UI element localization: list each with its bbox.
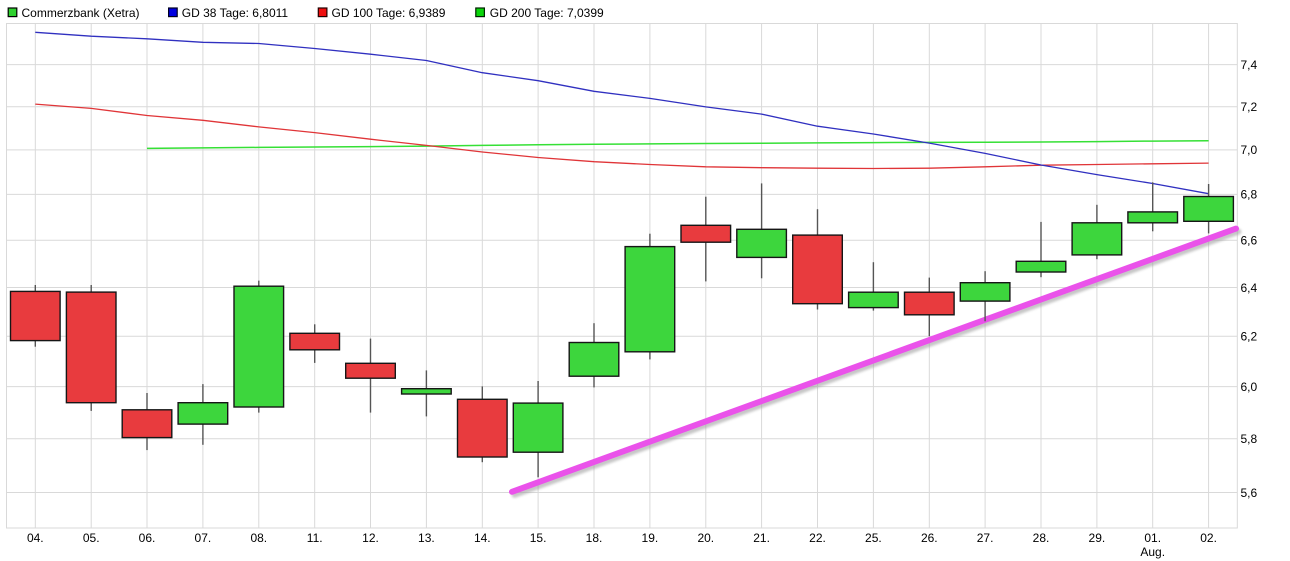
svg-text:6,8: 6,8 <box>1241 188 1258 202</box>
svg-text:5,8: 5,8 <box>1241 432 1258 446</box>
svg-text:27.: 27. <box>977 531 994 545</box>
svg-text:28.: 28. <box>1033 531 1050 545</box>
svg-text:6,0: 6,0 <box>1241 380 1258 394</box>
svg-text:6,2: 6,2 <box>1241 330 1258 344</box>
svg-text:7,2: 7,2 <box>1241 100 1258 114</box>
svg-text:20.: 20. <box>697 531 714 545</box>
svg-text:15.: 15. <box>530 531 547 545</box>
svg-text:02.: 02. <box>1200 531 1217 545</box>
svg-text:6,6: 6,6 <box>1241 234 1258 248</box>
svg-text:Commerzbank (Xetra): Commerzbank (Xetra) <box>22 6 140 20</box>
svg-text:GD 38 Tage: 6,8011: GD 38 Tage: 6,8011 <box>182 6 289 20</box>
svg-text:GD 200 Tage: 7,0399: GD 200 Tage: 7,0399 <box>490 6 604 20</box>
svg-text:7,0: 7,0 <box>1241 143 1258 157</box>
svg-text:19.: 19. <box>642 531 659 545</box>
svg-text:05.: 05. <box>83 531 100 545</box>
svg-text:01.: 01. <box>1144 531 1161 545</box>
svg-text:29.: 29. <box>1089 531 1106 545</box>
svg-text:21.: 21. <box>753 531 770 545</box>
svg-text:6,4: 6,4 <box>1241 281 1258 295</box>
svg-text:11.: 11. <box>307 531 323 545</box>
svg-text:13.: 13. <box>418 531 435 545</box>
svg-text:25.: 25. <box>865 531 882 545</box>
svg-text:18.: 18. <box>586 531 603 545</box>
svg-text:GD 100 Tage: 6,9389: GD 100 Tage: 6,9389 <box>332 6 446 20</box>
svg-text:Aug.: Aug. <box>1140 545 1165 559</box>
svg-text:07.: 07. <box>195 531 212 545</box>
svg-text:14.: 14. <box>474 531 491 545</box>
svg-text:5,6: 5,6 <box>1241 486 1258 500</box>
svg-text:06.: 06. <box>139 531 156 545</box>
svg-text:22.: 22. <box>809 531 826 545</box>
svg-text:26.: 26. <box>921 531 938 545</box>
svg-text:12.: 12. <box>362 531 379 545</box>
svg-text:08.: 08. <box>250 531 267 545</box>
svg-text:7,4: 7,4 <box>1241 58 1258 72</box>
svg-text:04.: 04. <box>27 531 44 545</box>
